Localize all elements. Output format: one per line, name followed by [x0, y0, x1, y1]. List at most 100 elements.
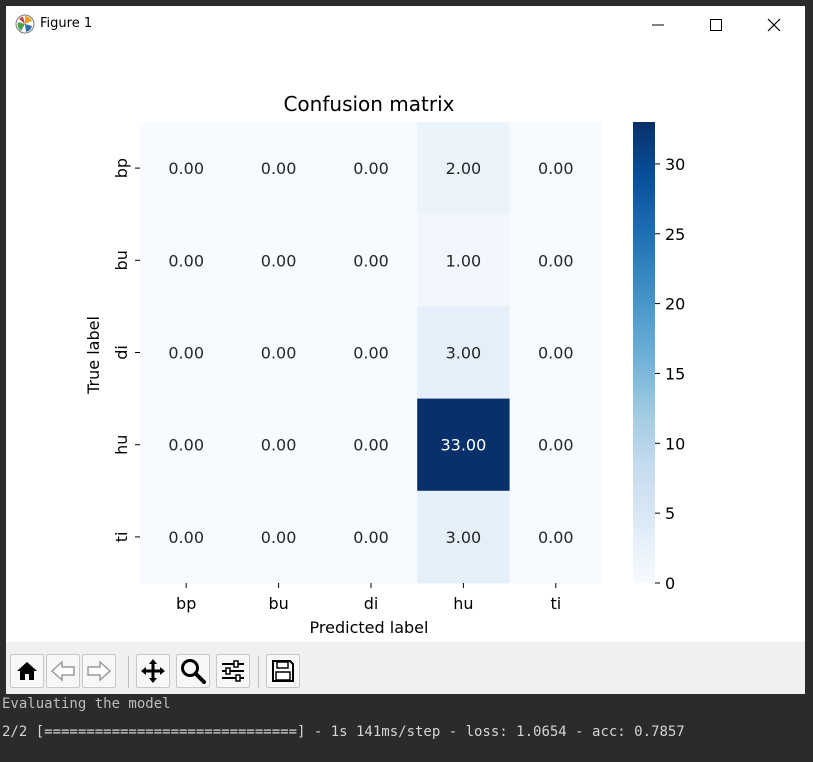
configure-subplots-button[interactable] — [216, 654, 250, 688]
pan-button[interactable] — [136, 654, 170, 688]
maximize-icon — [710, 19, 722, 31]
plot-area: Confusion matrix 0.00 0.00 0.00 2.00 0.00 0.0… — [6, 44, 805, 642]
terminal-output: Evaluating the model 2/2 [==============… — [0, 694, 813, 762]
zoom-icon — [181, 659, 206, 684]
cell-value-label: 0.00 — [261, 528, 297, 547]
minimize-icon — [652, 24, 664, 26]
window-title: Figure 1 — [40, 16, 93, 31]
figure-window: Figure 1 Confusion matrix 0.00 0.00 0.00 2.… — [6, 6, 805, 694]
navigation-toolbar — [6, 642, 805, 694]
confusion-matrix-chart: Confusion matrix 0.00 0.00 0.00 2.00 0.00 0.0… — [84, 92, 685, 637]
heatmap-cell — [417, 306, 511, 400]
heatmap-cell — [509, 490, 603, 584]
x-tick-label: bp — [176, 594, 196, 613]
x-tick-label: di — [364, 594, 379, 613]
x-axis-label: Predicted label — [310, 618, 429, 637]
cell-value-label: 0.00 — [538, 528, 574, 547]
heatmap-cell — [417, 398, 511, 492]
maximize-button[interactable] — [687, 6, 745, 44]
cell-value-label: 0.00 — [261, 251, 297, 270]
forward-button[interactable] — [82, 654, 116, 688]
home-button[interactable] — [10, 654, 44, 688]
console-line: 2/2 [==============================] - 1… — [2, 724, 685, 740]
heatmap-cell — [232, 306, 326, 400]
cell-value-label: 0.00 — [168, 436, 204, 455]
colorbar-tick-label: 0 — [665, 574, 675, 593]
x-tick-label: ti — [550, 594, 561, 613]
cell-value-label: 0.00 — [168, 344, 204, 363]
y-tick-label: bp — [112, 158, 131, 178]
cell-value-label: 0.00 — [261, 344, 297, 363]
heatmap-cell — [509, 214, 603, 307]
y-tick-label: ti — [112, 532, 131, 543]
cell-value-label: 0.00 — [538, 251, 574, 270]
heatmap-cell — [324, 398, 418, 492]
heatmap-cell — [509, 122, 603, 215]
cell-value-label: 33.00 — [440, 436, 486, 455]
heatmap-cell — [140, 490, 233, 584]
chart-title: Confusion matrix — [283, 92, 454, 116]
minimize-button[interactable] — [629, 6, 687, 44]
heatmap-cell — [140, 214, 233, 307]
cell-value-label: 0.00 — [168, 251, 204, 270]
cell-value-label: 2.00 — [446, 159, 482, 178]
forward-icon — [87, 660, 112, 682]
heatmap-cell — [324, 306, 418, 400]
heatmap-cell — [417, 490, 511, 584]
configure-subplots-icon — [222, 660, 244, 682]
colorbar — [633, 122, 655, 583]
y-tick-label: di — [112, 345, 131, 360]
heatmap-cell — [324, 490, 418, 584]
zoom-button[interactable] — [176, 654, 210, 688]
back-icon — [50, 660, 75, 682]
cell-value-label: 1.00 — [446, 251, 482, 270]
cell-value-label: 0.00 — [261, 436, 297, 455]
colorbar-tick-label: 10 — [665, 434, 685, 453]
heatmap-cell — [509, 306, 603, 400]
colorbar-tick-label: 5 — [665, 504, 675, 523]
toolbar-separator — [128, 656, 129, 688]
heatmap-cell — [232, 490, 326, 584]
heatmap-cell — [232, 398, 326, 492]
heatmap-cell — [324, 214, 418, 307]
heatmap-cell — [417, 214, 511, 307]
cell-value-label: 0.00 — [353, 251, 389, 270]
cell-value-label: 0.00 — [538, 436, 574, 455]
title-bar[interactable]: Figure 1 — [6, 6, 805, 44]
y-axis-label: True label — [84, 316, 103, 395]
cell-value-label: 0.00 — [353, 344, 389, 363]
save-icon — [272, 660, 294, 682]
colorbar-tick-label: 20 — [665, 295, 685, 314]
save-button[interactable] — [266, 654, 300, 688]
cell-value-label: 0.00 — [168, 159, 204, 178]
heatmap-cell — [232, 122, 326, 215]
heatmap-cell — [509, 398, 603, 492]
x-tick-label: hu — [453, 594, 473, 613]
x-tick-label: bu — [268, 594, 288, 613]
colorbar-tick-label: 30 — [665, 155, 685, 174]
cell-value-label: 0.00 — [538, 344, 574, 363]
colorbar-tick-label: 25 — [665, 225, 685, 244]
home-icon — [17, 662, 37, 680]
close-button[interactable] — [745, 6, 803, 44]
cell-value-label: 0.00 — [168, 528, 204, 547]
toolbar-separator — [258, 656, 259, 688]
cell-value-label: 0.00 — [261, 159, 297, 178]
close-icon — [767, 18, 781, 32]
cell-value-label: 3.00 — [446, 344, 482, 363]
cell-value-label: 3.00 — [446, 528, 482, 547]
y-tick-label: hu — [112, 435, 131, 455]
cell-value-label: 0.00 — [353, 436, 389, 455]
heatmap-cell — [140, 122, 233, 215]
console-line: Evaluating the model — [2, 696, 171, 712]
matplotlib-logo-icon — [15, 14, 35, 34]
y-tick-label: bu — [112, 250, 131, 270]
heatmap-cell — [140, 306, 233, 400]
heatmap-cell — [417, 122, 511, 215]
heatmap-cell — [324, 122, 418, 215]
heatmap-cell — [140, 398, 233, 492]
back-button[interactable] — [46, 654, 80, 688]
cell-value-label: 0.00 — [538, 159, 574, 178]
terminal-left-edge — [0, 0, 6, 762]
heatmap-cell — [232, 214, 326, 307]
